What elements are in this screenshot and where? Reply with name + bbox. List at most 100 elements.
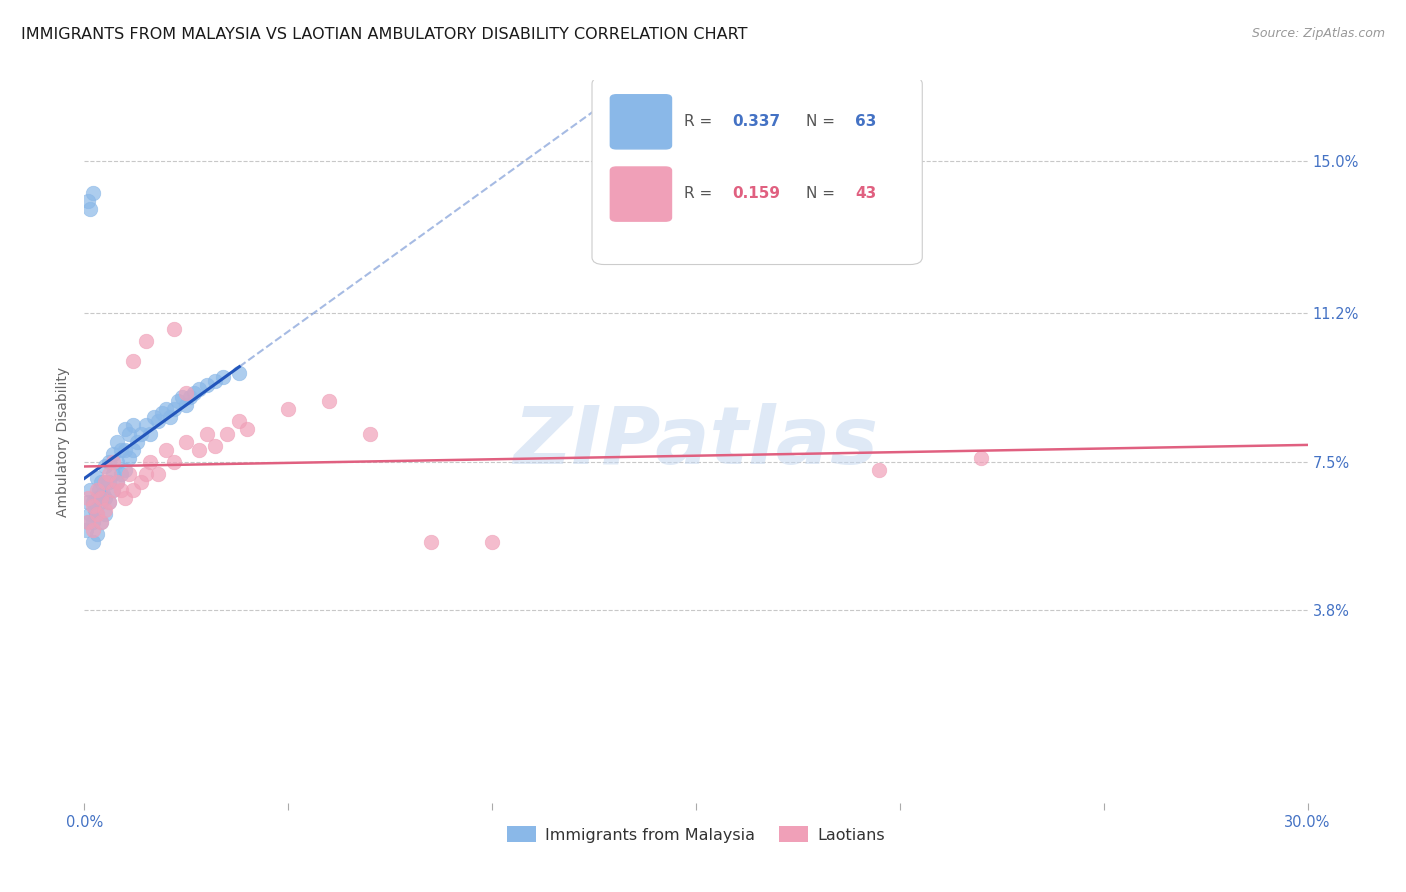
- Point: [122, 442, 145, 457]
- Point: [105, 434, 128, 449]
- Point: [82, 186, 104, 200]
- Point: [155, 402, 177, 417]
- Point: [82, 494, 104, 508]
- Point: [114, 423, 136, 437]
- Point: [127, 434, 149, 449]
- Point: [83, 503, 105, 517]
- Point: [90, 515, 112, 529]
- Point: [277, 402, 299, 417]
- Point: [77, 491, 100, 505]
- Point: [90, 494, 112, 508]
- Point: [79, 483, 101, 497]
- Point: [105, 455, 128, 469]
- Point: [183, 386, 205, 401]
- Text: 0.159: 0.159: [733, 186, 780, 202]
- Point: [75, 523, 97, 537]
- Point: [114, 463, 136, 477]
- Point: [122, 483, 145, 497]
- Point: [110, 467, 132, 481]
- Point: [77, 494, 100, 508]
- Text: N =: N =: [806, 114, 839, 129]
- Point: [195, 378, 218, 392]
- Point: [114, 442, 136, 457]
- Point: [86, 526, 108, 541]
- Point: [236, 423, 259, 437]
- Point: [167, 394, 190, 409]
- Point: [163, 322, 186, 336]
- Point: [174, 434, 197, 449]
- Point: [93, 475, 115, 489]
- Point: [118, 450, 141, 465]
- Point: [79, 202, 101, 216]
- Point: [110, 483, 132, 497]
- Point: [82, 499, 104, 513]
- Text: ZIPatlas: ZIPatlas: [513, 402, 879, 481]
- Point: [97, 455, 120, 469]
- Point: [97, 475, 120, 489]
- Point: [82, 535, 104, 549]
- Text: 43: 43: [855, 186, 876, 202]
- Point: [970, 450, 993, 465]
- Point: [135, 467, 157, 481]
- Point: [101, 447, 124, 461]
- Point: [86, 507, 108, 521]
- Point: [87, 483, 110, 497]
- Point: [204, 375, 226, 389]
- Point: [86, 471, 108, 485]
- Point: [86, 507, 108, 521]
- Point: [131, 475, 153, 489]
- Point: [179, 391, 201, 405]
- Point: [93, 507, 115, 521]
- Point: [122, 354, 145, 368]
- Point: [122, 418, 145, 433]
- Point: [150, 407, 173, 421]
- Point: [174, 386, 197, 401]
- Point: [101, 455, 124, 469]
- Point: [97, 494, 120, 508]
- Point: [101, 483, 124, 497]
- Point: [110, 442, 132, 457]
- Point: [101, 467, 124, 481]
- Point: [869, 463, 891, 477]
- Point: [105, 475, 128, 489]
- Point: [217, 426, 239, 441]
- Point: [163, 455, 186, 469]
- Point: [93, 503, 115, 517]
- Point: [172, 391, 194, 405]
- Point: [97, 467, 120, 481]
- Text: IMMIGRANTS FROM MALAYSIA VS LAOTIAN AMBULATORY DISABILITY CORRELATION CHART: IMMIGRANTS FROM MALAYSIA VS LAOTIAN AMBU…: [21, 27, 748, 42]
- Text: N =: N =: [806, 186, 839, 202]
- FancyBboxPatch shape: [610, 95, 672, 149]
- Point: [142, 410, 165, 425]
- Text: 0.337: 0.337: [733, 114, 780, 129]
- Point: [138, 455, 160, 469]
- Point: [318, 394, 340, 409]
- Point: [93, 458, 115, 473]
- Point: [195, 426, 218, 441]
- Legend: Immigrants from Malaysia, Laotians: Immigrants from Malaysia, Laotians: [501, 820, 891, 849]
- Point: [77, 515, 100, 529]
- Point: [204, 439, 226, 453]
- Point: [481, 535, 503, 549]
- Point: [159, 410, 181, 425]
- Point: [187, 442, 209, 457]
- Point: [118, 426, 141, 441]
- Point: [79, 507, 101, 521]
- Point: [135, 334, 157, 349]
- Text: R =: R =: [683, 186, 717, 202]
- Point: [163, 402, 186, 417]
- Point: [90, 515, 112, 529]
- Point: [77, 194, 100, 208]
- Point: [90, 475, 112, 489]
- Point: [91, 487, 114, 501]
- Point: [212, 370, 235, 384]
- Point: [187, 383, 209, 397]
- Point: [118, 467, 141, 481]
- Point: [93, 475, 115, 489]
- Point: [359, 426, 381, 441]
- Point: [82, 523, 104, 537]
- Point: [101, 483, 124, 497]
- Point: [93, 491, 115, 505]
- Point: [228, 414, 250, 429]
- FancyBboxPatch shape: [592, 77, 922, 265]
